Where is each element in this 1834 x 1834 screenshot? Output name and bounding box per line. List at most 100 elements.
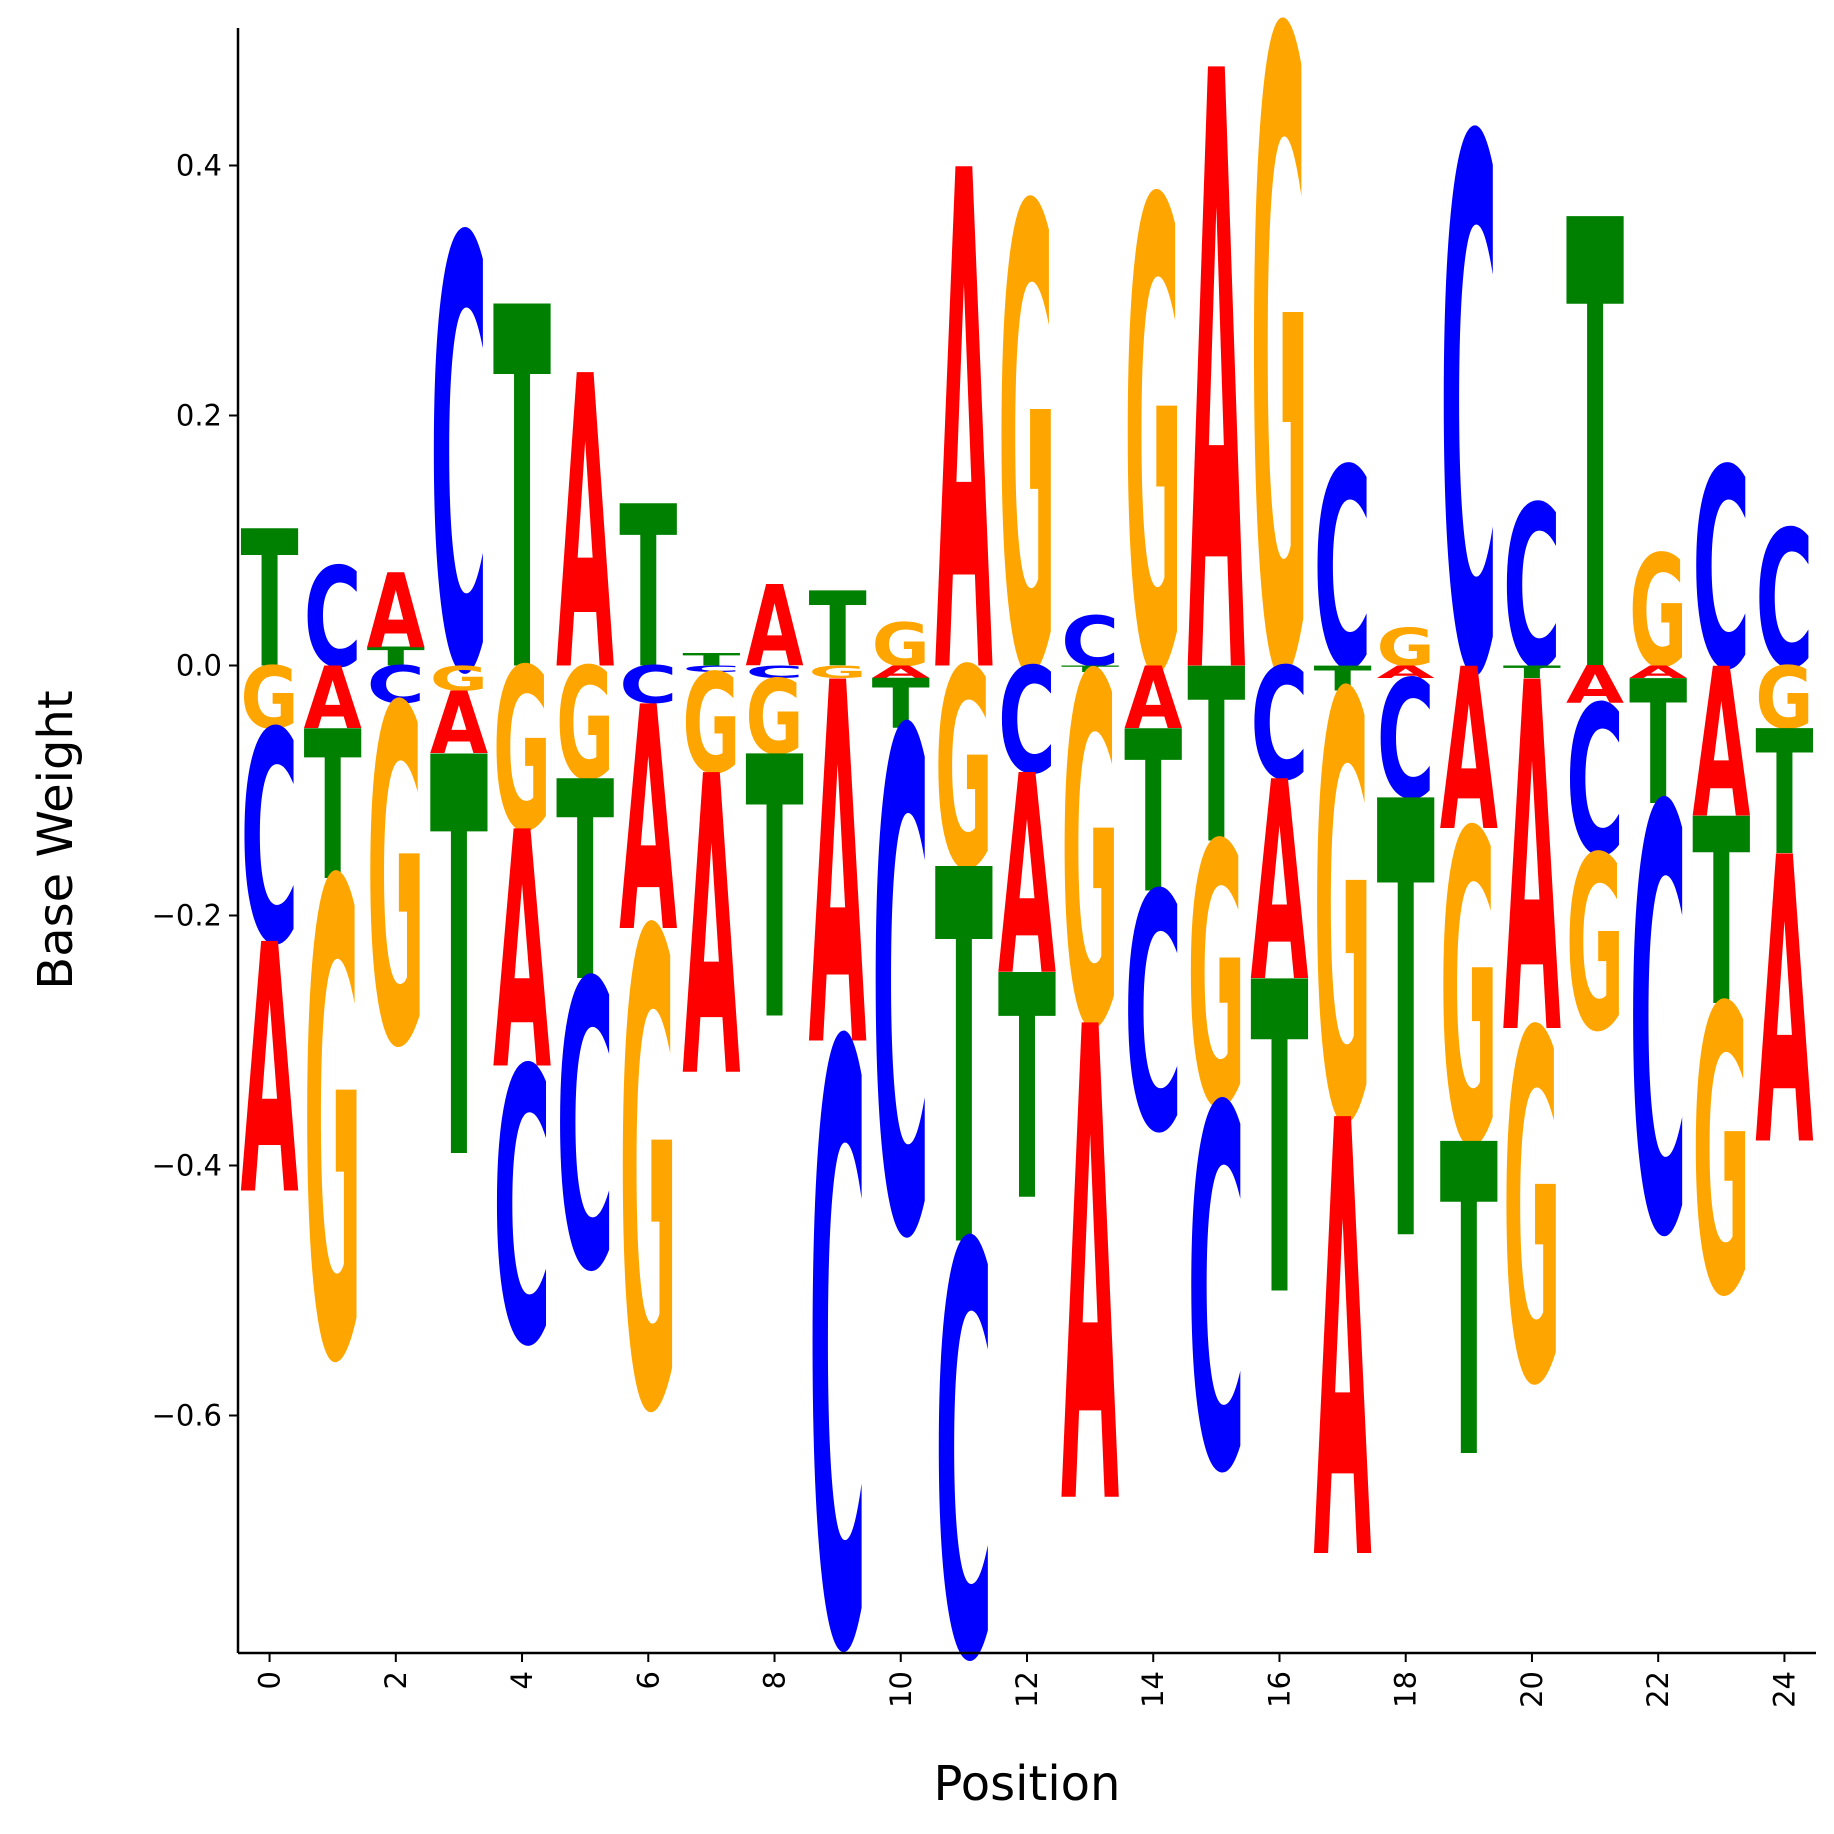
logo-letter-c: C	[367, 655, 425, 715]
logo-letter-c: C	[872, 592, 930, 1390]
logo-letter-g: G	[1440, 744, 1498, 1242]
logo-letter-g: G	[1061, 577, 1119, 1135]
x-ticks: 0 2 4 6 8 10 12 14 16 18 20 22 24	[253, 1653, 1801, 1708]
logo-letter-c: C	[1503, 460, 1561, 719]
logo-letter-g: G	[1503, 933, 1561, 1491]
logo-letter-g: G	[1314, 575, 1372, 1253]
logo-letter-c: C	[1377, 647, 1435, 836]
x-tick-label: 0	[253, 1671, 287, 1689]
x-tick-label: 24	[1767, 1671, 1801, 1708]
logo-letter-a: A	[998, 719, 1056, 1037]
x-tick-label: 14	[1136, 1671, 1170, 1708]
logo-letter-t: T	[1061, 664, 1119, 674]
logo-letter-a: A	[1314, 997, 1373, 1694]
x-axis-label: Position	[934, 1756, 1121, 1812]
logo-letter-g: G	[1755, 648, 1813, 748]
y-tick-label: 0.4	[176, 149, 222, 183]
logo-letter-g: G	[1187, 770, 1245, 1189]
logo-letter-c: C	[998, 636, 1056, 806]
logo-letter-c: C	[935, 1129, 993, 1787]
logo-letter-g: G	[367, 611, 425, 1149]
logo-letter-t: T	[1187, 619, 1245, 898]
logo-letters: TGCACATGTACGCGATTGACAGTCTCAGTCGAACGTTGAC…	[241, 0, 1814, 1834]
logo-letter-c: C	[682, 664, 740, 674]
logo-letter-g: G	[1124, 69, 1182, 817]
x-tick-label: 4	[505, 1671, 539, 1689]
y-tick-label: 0.2	[176, 399, 222, 433]
logo-letter-a: A	[745, 563, 803, 692]
x-tick-label: 6	[631, 1671, 665, 1689]
x-tick-label: 18	[1389, 1671, 1423, 1708]
logo-letter-c: C	[745, 662, 803, 682]
logo-letter-a: A	[556, 293, 615, 762]
y-tick-label: −0.6	[152, 1399, 222, 1433]
logo-letter-t: T	[1124, 684, 1182, 943]
logo-letter-a: A	[1755, 775, 1814, 1233]
logo-letter-c: C	[1566, 662, 1624, 902]
logo-letter-a: A	[1566, 656, 1624, 716]
logo-letter-g: G	[1377, 618, 1435, 678]
logo-letter-g: G	[935, 612, 993, 931]
y-axis-label: Base Weight	[28, 690, 84, 989]
logo-letter-t: T	[1440, 1056, 1499, 1554]
logo-letter-c: C	[1250, 635, 1308, 815]
logo-letter-g: G	[241, 648, 299, 748]
logo-letter-g: G	[1566, 806, 1624, 1085]
logo-letter-t: T	[1250, 894, 1309, 1392]
logo-letter-a: A	[493, 764, 551, 1143]
logo-letter-c: C	[1629, 687, 1687, 1365]
logo-letter-g: G	[682, 645, 740, 805]
x-tick-label: 2	[379, 1671, 413, 1689]
logo-letter-t: T	[367, 642, 425, 672]
logo-letter-g: G	[1692, 924, 1750, 1383]
logo-letter-g: G	[619, 800, 677, 1558]
logo-letter-a: A	[1377, 662, 1435, 682]
logo-letter-t: T	[241, 492, 299, 711]
logo-letter-a: A	[872, 662, 930, 682]
logo-letter-a: A	[1187, 0, 1246, 860]
logo-letter-c: C	[809, 878, 867, 1834]
x-tick-label: 12	[1010, 1671, 1044, 1708]
logo-letter-a: A	[682, 691, 741, 1170]
x-tick-label: 10	[884, 1671, 918, 1708]
logo-letter-t: T	[1566, 94, 1625, 811]
logo-letter-g: G	[556, 637, 614, 816]
logo-letter-t: T	[872, 665, 930, 745]
logo-letter-a: A	[304, 648, 362, 748]
logo-letter-c: C	[241, 672, 299, 1010]
logo-letter-t: T	[1755, 693, 1813, 893]
logo-letter-c: C	[1061, 603, 1119, 683]
logo-letter-t: T	[935, 763, 994, 1362]
logo-letter-a: A	[1250, 726, 1308, 1044]
logo-letter-a: A	[430, 673, 488, 773]
logo-letter-t: T	[430, 646, 489, 1283]
logo-letter-a: A	[367, 553, 425, 672]
logo-letter-c: C	[304, 539, 362, 698]
logo-letter-t: T	[1377, 678, 1436, 1375]
y-tick-label: 0.0	[176, 649, 222, 683]
logo-letter-t: T	[745, 681, 804, 1101]
logo-letter-g: G	[1629, 524, 1687, 703]
x-tick-label: 20	[1515, 1671, 1549, 1708]
logo-letter-a: A	[1629, 662, 1687, 682]
logo-letter-t: T	[619, 459, 677, 718]
logo-letter-a: A	[1124, 648, 1182, 748]
logo-letter-t: T	[556, 724, 614, 1043]
logo-letter-g: G	[304, 750, 362, 1508]
logo-letter-c: C	[430, 119, 488, 806]
logo-letter-t: T	[304, 689, 362, 928]
logo-letter-g: G	[745, 657, 803, 777]
logo-letter-t: T	[998, 912, 1056, 1271]
y-ticks: −0.6 −0.4 −0.2 0.0 0.2 0.4	[152, 149, 238, 1433]
x-tick-label: 8	[758, 1671, 792, 1689]
logo-letter-g: G	[872, 611, 930, 680]
logo-letter-t: T	[1692, 765, 1750, 1064]
logo-letter-g: G	[493, 622, 551, 881]
logo-letter-a: A	[1503, 582, 1562, 1141]
logo-letter-c: C	[556, 899, 614, 1358]
logo-letter-t: T	[493, 206, 552, 784]
logo-letter-c: C	[1314, 411, 1372, 730]
logo-letter-t: T	[1629, 643, 1687, 843]
logo-letter-g: G	[1250, 0, 1308, 873]
